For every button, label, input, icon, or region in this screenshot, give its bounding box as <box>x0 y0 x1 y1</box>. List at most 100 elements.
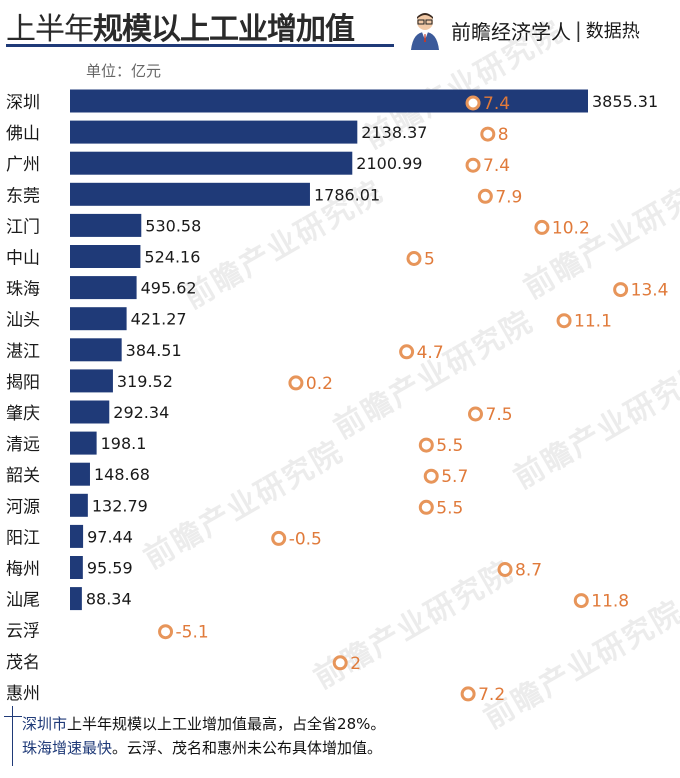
growth-label: 7.5 <box>486 405 513 425</box>
growth-point <box>556 313 572 329</box>
bar-value-label: 97.44 <box>87 527 133 546</box>
bar-value-label: 2138.37 <box>361 123 427 142</box>
growth-label: 5.5 <box>436 436 463 456</box>
growth-label: 8.7 <box>515 561 542 581</box>
category-label: 汕头 <box>6 311 40 331</box>
unit-label: 单位：亿元 <box>86 62 162 80</box>
category-label: 河源 <box>6 497 40 517</box>
bar <box>70 462 90 486</box>
bar-value-label: 88.34 <box>86 590 132 609</box>
bar-value-label: 384.51 <box>126 341 182 360</box>
page-title: 上半年规模以上工业增加值 <box>6 4 355 48</box>
growth-point <box>158 624 174 640</box>
category-label: 清远 <box>6 435 40 455</box>
footnote-text: 。云浮、茂名和惠州未公布具体增加值。 <box>112 739 383 757</box>
category-label: 揭阳 <box>6 373 40 393</box>
category-label: 茂名 <box>6 653 40 673</box>
growth-label: 13.4 <box>631 281 669 301</box>
category-label: 湛江 <box>6 342 40 362</box>
growth-point <box>399 344 415 360</box>
bar <box>70 493 88 517</box>
category-label: 肇庆 <box>6 404 40 424</box>
bar-value-label: 2100.99 <box>356 154 422 173</box>
category-label: 韶关 <box>6 466 40 486</box>
category-label: 阳江 <box>6 528 40 548</box>
bar <box>70 338 122 362</box>
growth-point <box>477 188 493 204</box>
category-label: 汕尾 <box>6 591 40 611</box>
category-label: 佛山 <box>6 124 40 144</box>
growth-label: 5.5 <box>436 498 463 518</box>
note-marker <box>4 716 22 717</box>
growth-point <box>468 406 483 422</box>
bar <box>70 400 110 424</box>
bar-value-label: 495.62 <box>141 279 197 298</box>
bar <box>70 369 113 393</box>
growth-label: 11.1 <box>574 312 612 332</box>
footnote-highlight: 深圳市 <box>22 715 68 733</box>
title-underline <box>6 44 394 47</box>
growth-point <box>573 593 589 609</box>
category-label: 江门 <box>6 217 40 237</box>
bar <box>70 587 82 611</box>
category-label: 广州 <box>6 155 40 175</box>
bar <box>70 89 588 113</box>
growth-point <box>460 686 476 702</box>
growth-label: -0.5 <box>289 529 322 549</box>
bar <box>70 182 310 206</box>
bar <box>70 151 353 175</box>
bar-value-label: 148.68 <box>94 465 150 484</box>
bar-value-label: 319.52 <box>117 372 173 391</box>
bar-value-label: 421.27 <box>131 310 187 329</box>
title-plain: 上半年 <box>6 12 94 47</box>
brand-sub: 数据热 <box>585 21 640 42</box>
category-label: 珠海 <box>6 280 40 300</box>
category-label: 梅州 <box>6 560 40 580</box>
bar <box>70 276 137 300</box>
footnote-text: 上半年规模以上工业增加值最高 <box>67 715 278 733</box>
growth-label: 4.7 <box>417 343 444 363</box>
growth-label: 7.9 <box>495 187 522 207</box>
brand-separator: | <box>575 18 582 42</box>
category-label: 惠州 <box>6 684 40 704</box>
growth-label: 5 <box>424 250 435 270</box>
growth-label: 7.4 <box>483 94 510 114</box>
category-label: 深圳 <box>6 93 40 113</box>
bar-value-label: 524.16 <box>144 248 200 267</box>
growth-point <box>332 655 348 671</box>
bar-value-label: 1786.01 <box>314 185 380 204</box>
growth-point <box>288 375 304 391</box>
growth-point <box>497 562 513 577</box>
bar-value-label: 198.1 <box>101 434 147 453</box>
growth-label: 7.4 <box>483 156 510 176</box>
category-label: 东莞 <box>6 186 40 206</box>
bar <box>70 120 358 144</box>
bar-value-label: 292.34 <box>113 403 169 422</box>
bar-value-label: 132.79 <box>92 496 148 515</box>
growth-label: 7.2 <box>478 685 505 705</box>
growth-point <box>418 437 434 453</box>
brand-name: 前瞻经济学人 <box>451 19 571 44</box>
footnote-line-1: 深圳市上半年规模以上工业增加值最高，占全省28%。 <box>22 712 385 736</box>
growth-point <box>423 468 439 484</box>
footnote-text: ，占全省28%。 <box>277 715 386 733</box>
growth-point <box>271 530 287 546</box>
footnote: 深圳市上半年规模以上工业增加值最高，占全省28%。 珠海增速最快。云浮、茂名和惠… <box>22 712 385 760</box>
category-label: 云浮 <box>6 622 40 642</box>
growth-point <box>534 219 550 235</box>
footnote-line-2: 珠海增速最快。云浮、茂名和惠州未公布具体增加值。 <box>22 736 385 760</box>
growth-label: -5.1 <box>176 623 209 643</box>
growth-label: 11.8 <box>591 592 629 612</box>
avatar-icon <box>411 13 439 50</box>
growth-label: 0.2 <box>306 374 333 394</box>
growth-point <box>465 157 481 173</box>
brand: 前瞻经济学人 | 数据热 <box>405 10 640 50</box>
bar <box>70 213 142 237</box>
growth-label: 5.7 <box>441 467 468 487</box>
bar <box>70 431 97 455</box>
note-marker <box>12 706 13 766</box>
footnote-highlight: 珠海增速最快 <box>22 739 113 757</box>
bar-value-label: 530.58 <box>145 216 201 235</box>
growth-label: 2 <box>350 654 361 674</box>
